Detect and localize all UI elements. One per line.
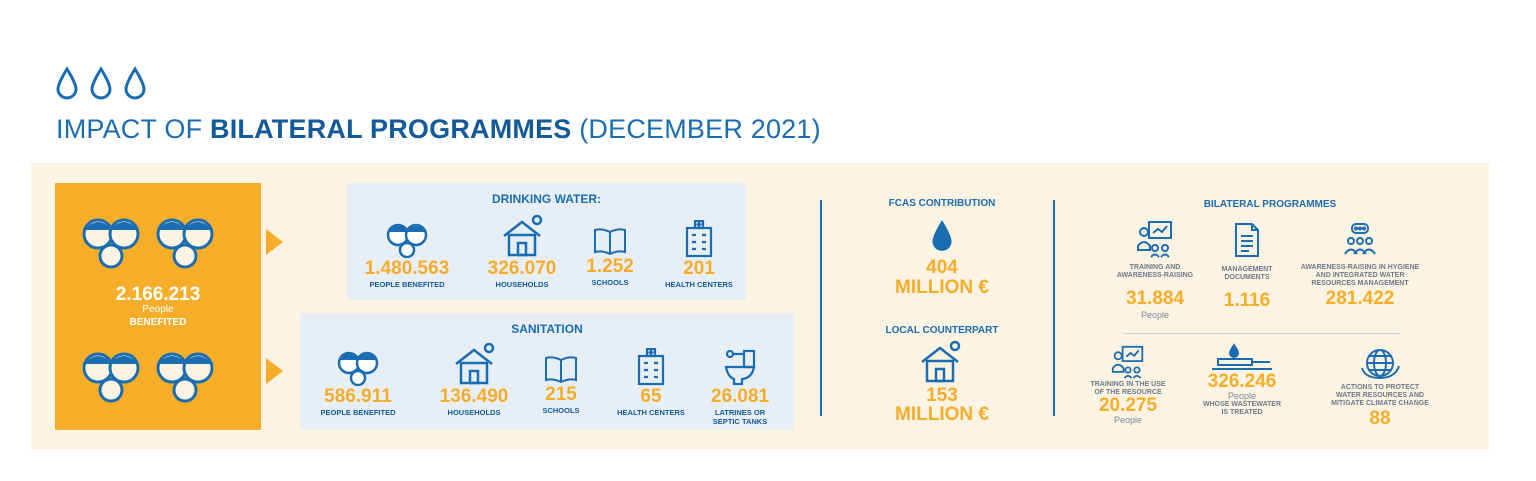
climate-stat: ACTIONS TO PROTECT WATER RESOURCES AND M… <box>1315 346 1445 430</box>
drop-icon <box>928 217 956 258</box>
bilateral-title: BILATERAL PROGRAMMES <box>1203 199 1337 210</box>
san-latrines-stat: 26.081 LATRINES OR SEPTIC TANKS <box>700 348 780 426</box>
hospital-icon <box>660 220 738 258</box>
local-title: LOCAL COUNTERPART <box>885 325 999 336</box>
dw-people-stat: 1.480.563 PEOPLE BENEFITED <box>357 220 457 289</box>
total-sub: People <box>142 304 174 315</box>
training-stat: TRAINING AND AWARENESS-RAISING 31.884 Pe… <box>1100 220 1210 320</box>
water-drops-icon <box>54 66 154 102</box>
house-icon <box>474 214 570 258</box>
dw-schools-stat: 1.252 SCHOOLS <box>580 226 640 287</box>
house-icon <box>426 342 522 386</box>
people-icon <box>357 220 457 258</box>
page-title: IMPACT OF BILATERAL PROGRAMMES (DECEMBER… <box>56 114 821 144</box>
hygiene-stat: AWARENESS-RAISING IN HYGIENE AND INTEGRA… <box>1290 222 1430 310</box>
people-icon <box>308 348 408 386</box>
separator <box>1123 333 1401 334</box>
dw-households-stat: 326.070 HOUSEHOLDS <box>474 214 570 289</box>
presentation-icon <box>1100 220 1210 258</box>
arrow-right-icon <box>266 358 283 384</box>
document-icon <box>1205 222 1289 258</box>
water-treatment-icon <box>1190 343 1294 373</box>
local-unit: MILLION € <box>895 404 989 425</box>
san-households-stat: 136.490 HOUSEHOLDS <box>426 342 522 417</box>
resource-training-stat: TRAINING IN THE USE OF THE RESOURCE 20.2… <box>1078 345 1178 425</box>
people-group-icon <box>78 212 238 277</box>
san-health-stat: 65 HEALTH CENTERS <box>612 348 690 417</box>
wastewater-stat: 326.246 People WHOSE WASTEWATER IS TREAT… <box>1190 343 1294 417</box>
fcas-value: 404 <box>926 257 958 278</box>
total-label: BENEFITED <box>129 317 187 328</box>
total-value: 2.166.213 <box>115 284 201 305</box>
san-schools-stat: 215 SCHOOLS <box>533 354 589 415</box>
divider <box>820 200 822 416</box>
fcas-unit: MILLION € <box>895 277 989 298</box>
sanitation-title: SANITATION <box>511 322 583 336</box>
book-icon <box>580 226 640 256</box>
fcas-title: FCAS CONTRIBUTION <box>888 198 996 209</box>
san-people-stat: 586.911 PEOPLE BENEFITED <box>308 348 408 417</box>
drinking-water-title: DRINKING WATER: <box>491 192 602 206</box>
toilet-icon <box>700 348 780 386</box>
presentation-icon <box>1078 345 1178 379</box>
globe-icon <box>1315 346 1445 380</box>
management-stat: MANAGEMENT DOCUMENTS 1.116 <box>1205 222 1289 312</box>
people-group-icon <box>78 346 238 411</box>
arrow-right-icon <box>266 229 283 255</box>
book-icon <box>533 354 589 384</box>
house-icon <box>918 340 962 389</box>
dw-health-stat: 201 HEALTH CENTERS <box>660 220 738 289</box>
divider <box>1053 200 1055 416</box>
hospital-icon <box>612 348 690 386</box>
chat-people-icon <box>1290 222 1430 258</box>
local-value: 153 <box>926 385 958 406</box>
